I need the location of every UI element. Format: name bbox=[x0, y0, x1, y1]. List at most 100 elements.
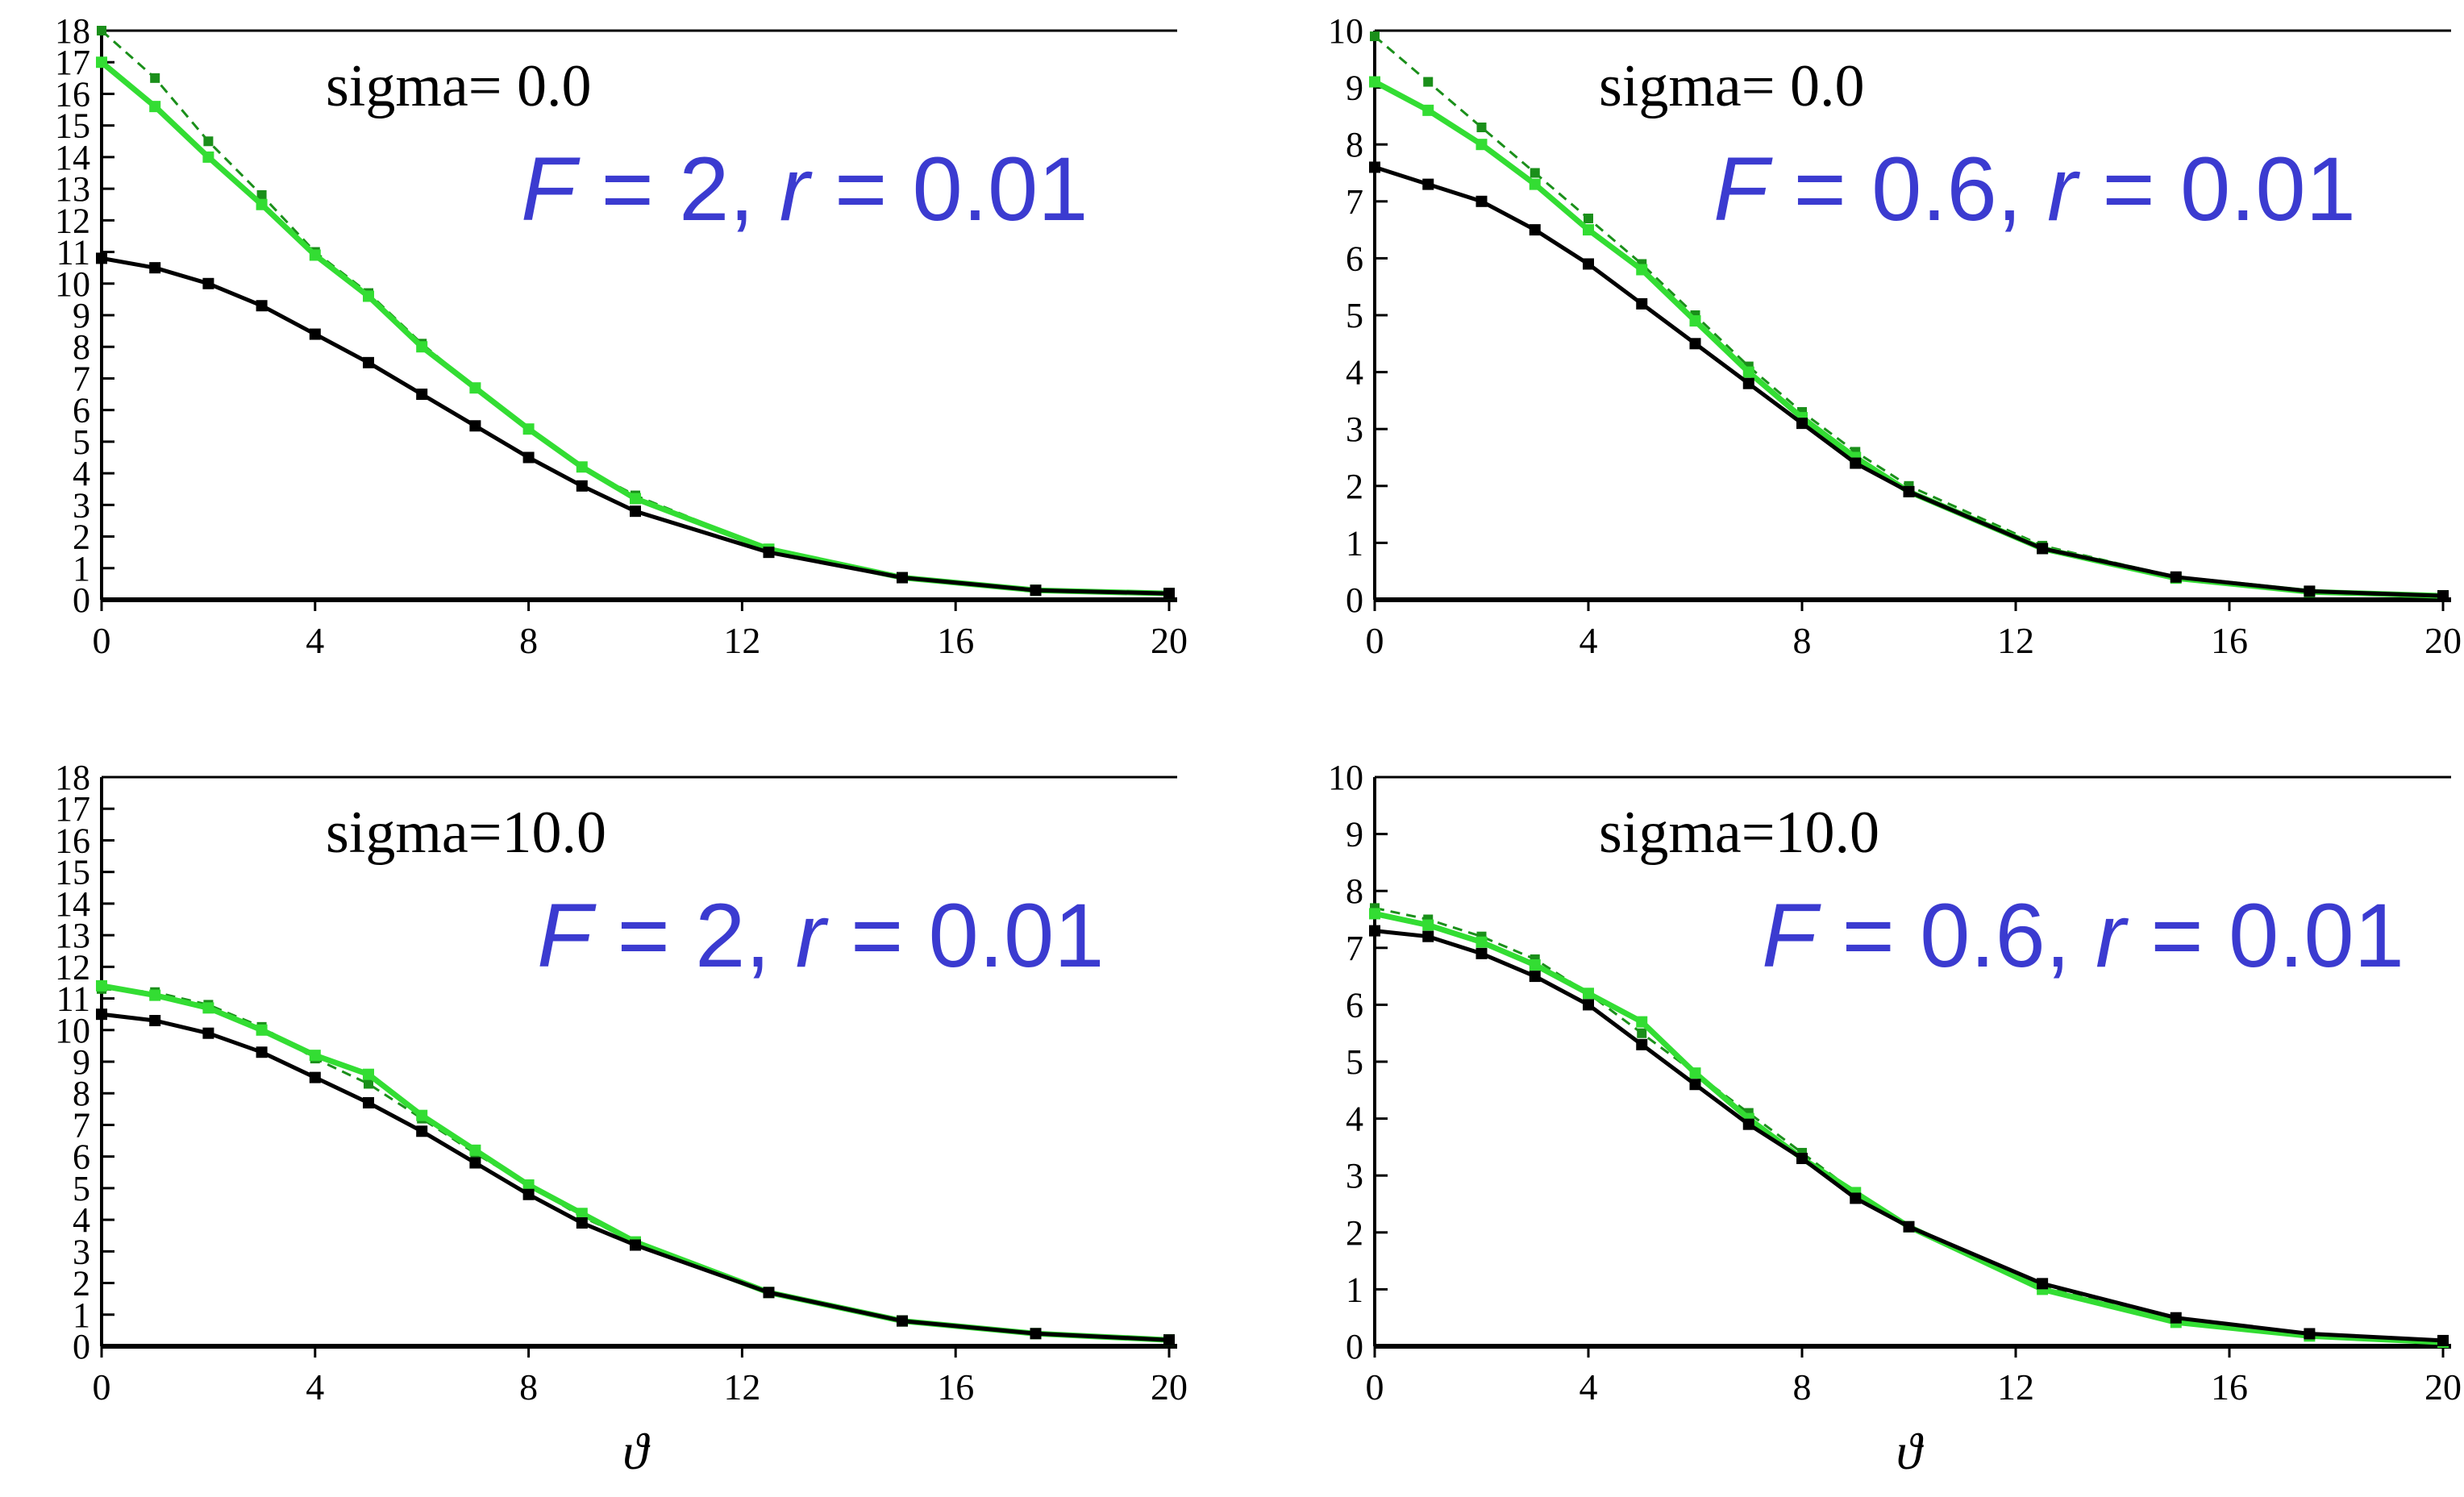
data-point-black bbox=[1742, 377, 1754, 389]
data-point-green-solid bbox=[1475, 139, 1488, 151]
y-tick-label: 0 bbox=[1346, 1327, 1363, 1366]
series-line-green-dashed bbox=[101, 988, 1170, 1341]
data-point-black bbox=[1369, 925, 1380, 937]
data-point-green-solid bbox=[630, 493, 641, 505]
data-point-green-solid bbox=[1583, 988, 1594, 1000]
data-point-black bbox=[1163, 1334, 1175, 1346]
data-point-black bbox=[897, 1315, 908, 1327]
y-tick-label: 6 bbox=[73, 391, 90, 430]
data-point-green-dashed bbox=[1637, 1028, 1647, 1038]
data-point-black bbox=[1369, 161, 1380, 173]
data-point-green-solid bbox=[522, 1179, 535, 1191]
data-point-green-solid bbox=[469, 1144, 481, 1156]
data-point-green-solid bbox=[202, 1002, 214, 1014]
data-point-green-solid bbox=[96, 56, 107, 69]
series-line-green-dashed bbox=[1374, 906, 2444, 1343]
y-tick-label: 18 bbox=[55, 758, 90, 797]
data-point-black bbox=[149, 262, 161, 274]
y-tick-label: 6 bbox=[1346, 985, 1363, 1025]
data-point-black bbox=[96, 1008, 107, 1021]
x-tick-label: 8 bbox=[519, 1366, 538, 1408]
y-tick-label: 13 bbox=[55, 916, 90, 955]
data-point-black bbox=[1529, 224, 1541, 236]
y-tick-label: 17 bbox=[55, 789, 90, 829]
parameter-label-mid: = 2, bbox=[576, 139, 779, 239]
x-tick-label: 4 bbox=[1580, 1366, 1598, 1408]
y-tick-label: 12 bbox=[55, 947, 90, 987]
x-tick-label: 8 bbox=[1793, 1366, 1812, 1408]
data-point-black bbox=[309, 1071, 321, 1083]
data-point-black bbox=[202, 1027, 214, 1039]
data-point-black bbox=[1689, 1079, 1701, 1091]
x-tick-label: 0 bbox=[93, 620, 111, 661]
data-point-black bbox=[309, 328, 321, 340]
data-point-black bbox=[256, 1046, 268, 1058]
y-tick-label: 5 bbox=[1346, 1042, 1363, 1082]
data-point-black bbox=[1422, 930, 1434, 942]
data-point-green-solid bbox=[1422, 104, 1434, 116]
data-point-black bbox=[2037, 1278, 2049, 1290]
data-point-green-dashed bbox=[1584, 213, 1593, 223]
sigma-label: sigma= 0.0 bbox=[326, 53, 592, 119]
y-tick-label: 11 bbox=[56, 233, 90, 272]
data-point-green-solid bbox=[1422, 919, 1434, 931]
data-point-black bbox=[763, 547, 775, 559]
y-tick-label: 8 bbox=[1346, 871, 1363, 911]
x-tick-label: 8 bbox=[1793, 620, 1812, 661]
y-tick-label: 8 bbox=[1346, 125, 1363, 164]
data-point-green-solid bbox=[1369, 908, 1380, 920]
data-point-black bbox=[416, 1125, 428, 1137]
x-tick-label: 8 bbox=[519, 620, 538, 661]
y-tick-label: 10 bbox=[55, 264, 90, 304]
y-tick-label: 7 bbox=[1346, 929, 1363, 968]
data-point-green-solid bbox=[256, 1024, 268, 1036]
data-point-green-solid bbox=[576, 1208, 588, 1220]
data-point-black bbox=[1903, 485, 1915, 497]
parameter-label: F = 2, r = 0.01 bbox=[521, 139, 1088, 239]
data-point-green-solid bbox=[256, 198, 268, 210]
x-axis-label: ϑ bbox=[622, 1423, 651, 1480]
data-point-black bbox=[1583, 258, 1594, 270]
data-point-green-solid bbox=[522, 423, 535, 435]
data-point-black bbox=[363, 356, 374, 368]
data-point-green-dashed bbox=[364, 1079, 373, 1089]
parameter-label: F = 0.6, r = 0.01 bbox=[1713, 139, 2356, 239]
data-point-black bbox=[2437, 1334, 2449, 1346]
parameter-label-mid: = 0.6, bbox=[1768, 139, 2047, 239]
x-tick-label: 12 bbox=[723, 620, 760, 661]
sigma-label: sigma= 0.0 bbox=[1599, 53, 1865, 119]
y-tick-label: 10 bbox=[1328, 758, 1363, 797]
data-point-black bbox=[1422, 178, 1434, 190]
data-point-black bbox=[149, 1015, 161, 1027]
parameter-label-var2: r bbox=[2047, 139, 2081, 239]
data-point-green-solid bbox=[1636, 264, 1648, 276]
y-tick-label: 4 bbox=[1346, 353, 1363, 393]
data-point-black bbox=[2304, 585, 2316, 597]
y-tick-label: 10 bbox=[55, 1011, 90, 1050]
data-point-black bbox=[2304, 1328, 2316, 1340]
y-tick-label: 14 bbox=[55, 138, 90, 177]
data-point-black bbox=[522, 1188, 535, 1200]
y-tick-label: 9 bbox=[73, 296, 90, 335]
data-point-green-solid bbox=[416, 1109, 428, 1121]
data-point-black bbox=[1163, 588, 1175, 600]
data-point-black bbox=[1850, 457, 1862, 469]
sigma-label: sigma=10.0 bbox=[1599, 800, 1879, 866]
y-tick-label: 3 bbox=[73, 1232, 90, 1271]
y-tick-label: 2 bbox=[1346, 1213, 1363, 1253]
data-point-black bbox=[1636, 1038, 1648, 1050]
y-tick-label: 10 bbox=[1328, 11, 1363, 51]
y-tick-label: 1 bbox=[1346, 523, 1363, 563]
x-tick-label: 4 bbox=[1580, 620, 1598, 661]
data-point-green-solid bbox=[1583, 224, 1594, 236]
x-axis-label: ϑ bbox=[1896, 1423, 1925, 1480]
y-tick-label: 4 bbox=[73, 1200, 90, 1240]
y-tick-label: 1 bbox=[73, 549, 90, 588]
y-tick-label: 0 bbox=[1346, 580, 1363, 620]
data-point-green-dashed bbox=[1530, 168, 1540, 178]
parameter-label-var2: r bbox=[796, 885, 830, 986]
data-point-black bbox=[763, 1287, 775, 1299]
